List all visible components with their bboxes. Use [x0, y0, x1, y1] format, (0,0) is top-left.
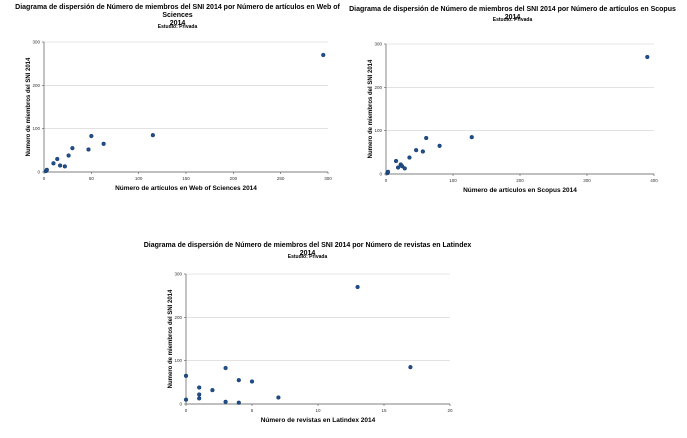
- y-tick-label: 300: [374, 42, 382, 47]
- data-point: [197, 392, 202, 397]
- y-tick-label: 300: [32, 40, 40, 45]
- y-tick-label: 100: [374, 128, 382, 133]
- x-axis-label: Número de revistas en Latindex 2014: [261, 417, 376, 424]
- data-point: [197, 396, 202, 401]
- data-point: [150, 133, 155, 138]
- x-tick-label: 300: [324, 176, 332, 181]
- y-tick-label: 100: [32, 126, 40, 131]
- x-tick-label: 100: [449, 178, 457, 183]
- data-point: [51, 161, 56, 166]
- x-tick-label: 15: [381, 408, 387, 413]
- y-tick-label: 300: [174, 272, 182, 277]
- data-point: [223, 399, 228, 404]
- chart-title: Diagrama de dispersión de Número de miem…: [15, 4, 340, 27]
- chart-title: Diagrama de dispersión de Número de miem…: [143, 242, 472, 257]
- scatter-plot: 0 100 200 300 0 50 100 150 200 250 300 Número de ar…: [26, 40, 332, 193]
- scatter-wos: Diagrama de dispersión de Número de miem…: [10, 2, 345, 202]
- data-point: [424, 135, 429, 141]
- data-point: [236, 378, 241, 383]
- data-point: [86, 147, 91, 152]
- y-tick-label: 100: [174, 358, 182, 363]
- x-axis-label: Número de artículos en Scopus 2014: [463, 187, 577, 194]
- chart-title: Diagrama de dispersión de Número de miem…: [349, 6, 676, 21]
- data-point: [62, 164, 67, 169]
- x-tick-label: 0: [185, 408, 188, 413]
- data-point: [407, 155, 412, 160]
- y-tick-label: 0: [37, 170, 40, 175]
- data-point: [395, 165, 401, 170]
- data-point: [183, 373, 189, 378]
- scatter-latindex: Diagrama de dispersión de Número de miem…: [140, 238, 475, 436]
- x-tick-label: 200: [230, 176, 238, 181]
- data-point: [385, 169, 391, 174]
- data-point: [402, 166, 407, 171]
- scatter-plot: 0 100 200 300 0 100 200 300 400 Número de artícul…: [368, 42, 658, 195]
- y-tick-label: 200: [174, 315, 182, 320]
- y-tick-label: 200: [32, 83, 40, 88]
- x-tick-label: 400: [650, 178, 658, 183]
- x-tick-label: 0: [385, 178, 388, 183]
- chart-subtitle: Estudio: Privada: [492, 17, 533, 23]
- x-tick-label: 20: [447, 408, 453, 413]
- chart-subtitle: Estudio: Privada: [287, 254, 328, 260]
- data-point: [55, 156, 60, 162]
- data-point: [414, 148, 419, 153]
- data-point: [197, 385, 202, 390]
- data-point: [408, 365, 413, 370]
- data-point: [469, 135, 474, 140]
- x-tick-label: 300: [583, 178, 591, 183]
- y-tick-label: 0: [379, 172, 382, 177]
- data-point: [420, 149, 425, 154]
- x-tick-label: 100: [135, 176, 143, 181]
- y-axis-label: Numero de miembros del SNI 2014: [168, 289, 174, 388]
- scatter-scopus: Diagrama de dispersión de Número de miem…: [345, 2, 680, 202]
- data-point: [57, 163, 63, 168]
- x-tick-label: 200: [516, 178, 524, 183]
- chart-subtitle: Estudio: Privada: [157, 24, 198, 30]
- x-tick-label: 50: [89, 176, 95, 181]
- x-tick-label: 10: [315, 408, 321, 413]
- y-axis-label: Numero de miembros del SNI 2014: [368, 59, 374, 158]
- data-point: [70, 146, 75, 151]
- data-point: [393, 158, 399, 164]
- y-tick-label: 0: [179, 402, 182, 407]
- data-point: [321, 52, 326, 58]
- data-point: [645, 54, 650, 60]
- x-tick-label: 0: [43, 176, 46, 181]
- x-axis-label: Número de artículos en Web of Sciences 2…: [115, 185, 257, 192]
- data-point: [437, 143, 442, 148]
- data-point: [66, 153, 71, 158]
- data-point: [101, 141, 106, 146]
- data-point: [89, 133, 94, 139]
- x-tick-label: 5: [251, 408, 254, 413]
- data-point: [183, 397, 189, 402]
- data-point: [223, 365, 228, 371]
- data-point: [355, 284, 360, 290]
- data-point: [276, 395, 281, 400]
- x-tick-label: 250: [277, 176, 285, 181]
- y-axis-label: Numero de miembros del SNI 2014: [26, 57, 32, 156]
- data-point: [210, 388, 215, 393]
- data-point: [249, 379, 255, 384]
- scatter-plot: 0 100 200 300 0 5 10 15 20 Número de revistas en …: [168, 272, 453, 425]
- y-tick-label: 200: [374, 85, 382, 90]
- data-point: [236, 400, 241, 405]
- x-tick-label: 150: [182, 176, 190, 181]
- data-point: [44, 167, 49, 172]
- data-point: [399, 164, 405, 169]
